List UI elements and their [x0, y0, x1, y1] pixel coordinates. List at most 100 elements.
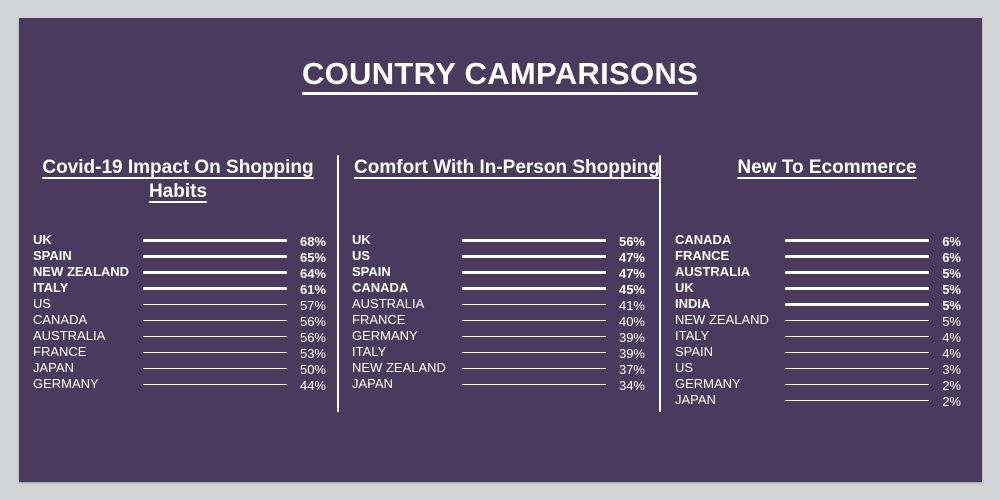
country-label: SPAIN	[675, 344, 714, 359]
country-label: GERMANY	[33, 376, 99, 391]
value-label: 47%	[618, 266, 645, 281]
country-label: FRANCE	[352, 312, 406, 327]
value-label: 40%	[618, 314, 645, 329]
country-label: US	[675, 360, 694, 375]
country-label: UK	[33, 232, 52, 247]
table-row: GERMANY 44%	[0, 376, 1000, 393]
country-label: UK	[675, 280, 694, 295]
row-rule	[785, 368, 929, 369]
column-title-comfort: Comfort With In-Person Shopping	[352, 156, 662, 180]
row-rule	[143, 336, 287, 337]
country-label: GERMANY	[675, 376, 741, 391]
country-label: JAPAN	[675, 392, 716, 407]
row-rule	[785, 352, 929, 353]
row-rule	[143, 271, 287, 274]
table-row: US 57%	[0, 296, 1000, 313]
row-rule	[143, 239, 287, 242]
value-label: 5%	[942, 314, 961, 329]
table-row: JAPAN 50%	[0, 360, 1000, 377]
country-label: INDIA	[675, 296, 711, 311]
row-rule	[462, 271, 606, 274]
value-label: 34%	[618, 378, 645, 393]
value-label: 6%	[942, 234, 961, 249]
country-label: CANADA	[352, 280, 409, 295]
value-label: 57%	[299, 298, 326, 313]
row-rule	[462, 287, 606, 290]
page-title-text: COUNTRY CAMPARISONS	[301, 56, 699, 95]
value-label: 44%	[299, 378, 326, 393]
value-label: 47%	[618, 250, 645, 265]
table-row: US 47%	[0, 248, 1000, 265]
row-rule	[785, 400, 929, 401]
comparison-panel	[19, 18, 982, 482]
table-row: CANADA 56%	[0, 312, 1000, 329]
table-row: AUSTRALIA 41%	[0, 296, 1000, 313]
country-label: ITALY	[675, 328, 710, 343]
country-label: AUSTRALIA	[675, 264, 751, 279]
table-row: GERMANY 39%	[0, 328, 1000, 345]
column-divider-right	[659, 155, 661, 412]
country-label: NEW ZEALAND	[33, 264, 130, 279]
country-label: ITALY	[352, 344, 387, 359]
table-row: AUSTRALIA 5%	[0, 264, 1000, 281]
table-row: FRANCE 40%	[0, 312, 1000, 329]
row-rule	[462, 304, 606, 305]
table-row: NEW ZEALAND 37%	[0, 360, 1000, 377]
table-row: INDIA 5%	[0, 296, 1000, 313]
country-label: JAPAN	[33, 360, 74, 375]
table-row: ITALY 39%	[0, 344, 1000, 361]
value-label: 45%	[618, 282, 645, 297]
table-row: GERMANY 2%	[0, 376, 1000, 393]
table-row: UK 68%	[0, 232, 1000, 249]
table-row: SPAIN 65%	[0, 248, 1000, 265]
value-label: 5%	[942, 266, 961, 281]
row-rule	[785, 271, 929, 274]
country-label: JAPAN	[352, 376, 393, 391]
country-label: SPAIN	[33, 248, 72, 263]
table-row: ITALY 4%	[0, 328, 1000, 345]
country-label: FRANCE	[675, 248, 730, 263]
row-rule	[143, 304, 287, 305]
row-rule	[785, 336, 929, 337]
column-title-ecommerce: New To Ecommerce	[672, 156, 982, 180]
country-label: FRANCE	[33, 344, 87, 359]
value-label: 56%	[618, 234, 645, 249]
column-divider-left	[337, 155, 339, 412]
value-label: 64%	[299, 266, 326, 281]
column-title-covid: Covid-19 Impact On Shopping Habits	[33, 156, 323, 204]
country-label: UK	[352, 232, 371, 247]
country-label: US	[352, 248, 371, 263]
table-row: CANADA 6%	[0, 232, 1000, 249]
table-row: SPAIN 4%	[0, 344, 1000, 361]
table-row: FRANCE 6%	[0, 248, 1000, 265]
page-title: COUNTRY CAMPARISONS	[0, 56, 1000, 95]
value-label: 37%	[618, 362, 645, 377]
row-rule	[785, 287, 929, 290]
table-row: UK 56%	[0, 232, 1000, 249]
table-row: ITALY 61%	[0, 280, 1000, 297]
value-label: 61%	[299, 282, 326, 297]
value-label: 5%	[942, 282, 961, 297]
row-rule	[143, 320, 287, 321]
table-row: FRANCE 53%	[0, 344, 1000, 361]
column-title-covid-text: Covid-19 Impact On Shopping Habits	[42, 157, 314, 202]
row-rule	[785, 239, 929, 242]
value-label: 53%	[299, 346, 326, 361]
value-label: 4%	[942, 330, 961, 345]
country-label: NEW ZEALAND	[352, 360, 446, 375]
value-label: 39%	[618, 330, 645, 345]
table-row: UK 5%	[0, 280, 1000, 297]
row-rule	[143, 368, 287, 369]
row-rule	[785, 320, 929, 321]
value-label: 4%	[942, 346, 961, 361]
row-rule	[462, 368, 606, 369]
row-rule	[462, 384, 606, 385]
row-rule	[462, 255, 606, 258]
row-rule	[143, 287, 287, 290]
column-title-ecommerce-text: New To Ecommerce	[737, 157, 917, 178]
value-label: 41%	[618, 298, 645, 313]
row-rule	[785, 303, 929, 306]
value-label: 5%	[942, 298, 961, 313]
value-label: 68%	[299, 234, 326, 249]
country-label: AUSTRALIA	[33, 328, 106, 343]
